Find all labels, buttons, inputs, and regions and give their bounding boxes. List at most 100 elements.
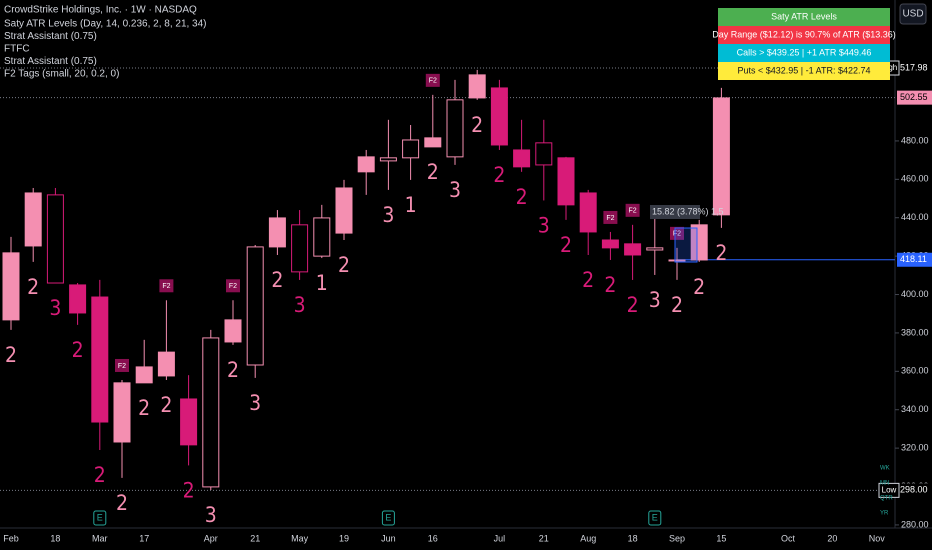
strat-label: 2 xyxy=(94,463,106,487)
atr-text: Puts < $432.95 | -1 ATR: $422.74 xyxy=(737,65,870,75)
atr-text: Day Range ($12.12) is 90.7% of ATR ($13.… xyxy=(712,29,895,39)
indicator-label: FTFC xyxy=(4,44,30,55)
candle-body xyxy=(690,224,708,261)
strat-label: 2 xyxy=(5,343,17,367)
strat-label: 3 xyxy=(49,296,61,320)
x-tick-label: Apr xyxy=(204,533,218,543)
candle-body xyxy=(490,87,508,146)
x-tick-label: 19 xyxy=(339,533,349,543)
strat-label: 2 xyxy=(604,273,616,297)
candle-body xyxy=(313,217,331,257)
candle-body xyxy=(202,337,220,488)
y-tick-label: 460.00 xyxy=(901,174,929,184)
f2-tag: F2 xyxy=(606,215,614,222)
strat-label: 3 xyxy=(449,178,461,202)
x-tick-label: 18 xyxy=(50,533,60,543)
candle-body xyxy=(379,157,397,162)
candle-body xyxy=(646,247,664,251)
strat-label: 2 xyxy=(338,253,350,277)
x-tick-label: Sep xyxy=(669,533,685,543)
f2-tag: F2 xyxy=(629,208,637,215)
currency-button[interactable] xyxy=(899,3,927,25)
x-tick-label: 18 xyxy=(628,533,638,543)
strat-label: 2 xyxy=(582,268,594,292)
candle-body xyxy=(335,187,353,234)
strat-label: 2 xyxy=(183,478,195,502)
f2-tag-box xyxy=(159,279,174,293)
candle-body xyxy=(557,157,575,206)
y-tick-label: 360.00 xyxy=(901,366,929,376)
plot: Saty ATR Levels (Day, 14, 0.236, 2, 8, 2… xyxy=(0,19,932,543)
candle-body xyxy=(291,224,309,273)
x-tick-label: Aug xyxy=(580,533,596,543)
strat-label: 2 xyxy=(160,393,172,417)
price-label: 298.00 xyxy=(900,485,928,495)
strat-label: 3 xyxy=(249,391,261,415)
candle-body xyxy=(668,259,686,262)
candle-body xyxy=(624,243,642,256)
measure-range xyxy=(674,227,698,263)
atr-text: Saty ATR Levels xyxy=(771,11,837,21)
price-label-box xyxy=(897,90,932,105)
currency-label[interactable]: USD xyxy=(902,9,923,20)
atr-text: Calls > $439.25 | +1 ATR $449.46 xyxy=(737,47,872,57)
timeframe-label: QTR xyxy=(880,496,893,502)
strat-label: 2 xyxy=(138,396,150,420)
strat-label: 1 xyxy=(316,271,328,295)
indicator-label: Strat Assistant (0.75) xyxy=(4,31,97,42)
x-tick-label: 21 xyxy=(250,533,260,543)
strat-label: 2 xyxy=(627,293,639,317)
f2-tag-box xyxy=(625,203,640,217)
price-label: 502.55 xyxy=(900,92,928,102)
candle-body xyxy=(712,97,730,216)
y-tick-label: 320.00 xyxy=(901,443,929,453)
f2-tag-box xyxy=(226,279,240,293)
atr-row xyxy=(718,8,890,26)
x-tick-label: 16 xyxy=(428,533,438,543)
candle-body xyxy=(246,246,264,366)
measure-box xyxy=(650,205,700,219)
strat-label: 2 xyxy=(560,233,572,257)
f2-tag: F2 xyxy=(162,283,170,290)
timeframe-label: WK xyxy=(880,466,890,472)
indicator-label: Saty ATR Levels (Day, 14, 0.236, 2, 8, 2… xyxy=(4,19,207,30)
candle-body xyxy=(24,192,42,247)
strat-label: 2 xyxy=(227,358,239,382)
overlay: CrowdStrike Holdings, Inc. · 1W · NASDAQ… xyxy=(4,3,927,263)
y-tick-label: 400.00 xyxy=(901,289,929,299)
strat-label: 2 xyxy=(427,160,439,184)
f2-tag: F2 xyxy=(229,283,237,290)
strat-label: 2 xyxy=(493,163,505,187)
y-tick-label: 280.00 xyxy=(901,519,929,529)
f2-tag-box xyxy=(425,73,440,87)
candle-body xyxy=(2,252,20,321)
strat-label: 3 xyxy=(205,503,217,527)
candle-body xyxy=(224,319,242,343)
strat-label: 2 xyxy=(471,113,483,137)
candle-body xyxy=(180,398,198,446)
candle-body xyxy=(46,194,64,284)
price-label-box xyxy=(897,252,932,267)
candle-body xyxy=(513,149,531,168)
f2-tag: F2 xyxy=(429,78,437,85)
f2-tag-box xyxy=(670,226,684,240)
strat-label: 2 xyxy=(715,241,727,265)
measure-label: 15.82 (3.78%) 1,5 xyxy=(652,206,724,216)
candle-body xyxy=(69,284,87,314)
x-tick-label: Feb xyxy=(3,533,19,543)
y-tick-label: 340.00 xyxy=(901,404,929,414)
y-tick-label: 440.00 xyxy=(901,212,929,222)
x-tick-label: 21 xyxy=(539,533,549,543)
atr-row xyxy=(718,62,890,80)
f2-tag: F2 xyxy=(118,363,126,370)
x-tick-label: 17 xyxy=(139,533,149,543)
price-label: 517.98 xyxy=(900,62,928,72)
strat-label: 2 xyxy=(116,491,128,515)
atr-row xyxy=(718,26,890,44)
earnings-label: E xyxy=(97,512,103,522)
x-tick-label: 20 xyxy=(827,533,837,543)
strat-label: 2 xyxy=(516,185,528,209)
candle-body xyxy=(402,139,420,159)
candle-body xyxy=(135,366,153,384)
